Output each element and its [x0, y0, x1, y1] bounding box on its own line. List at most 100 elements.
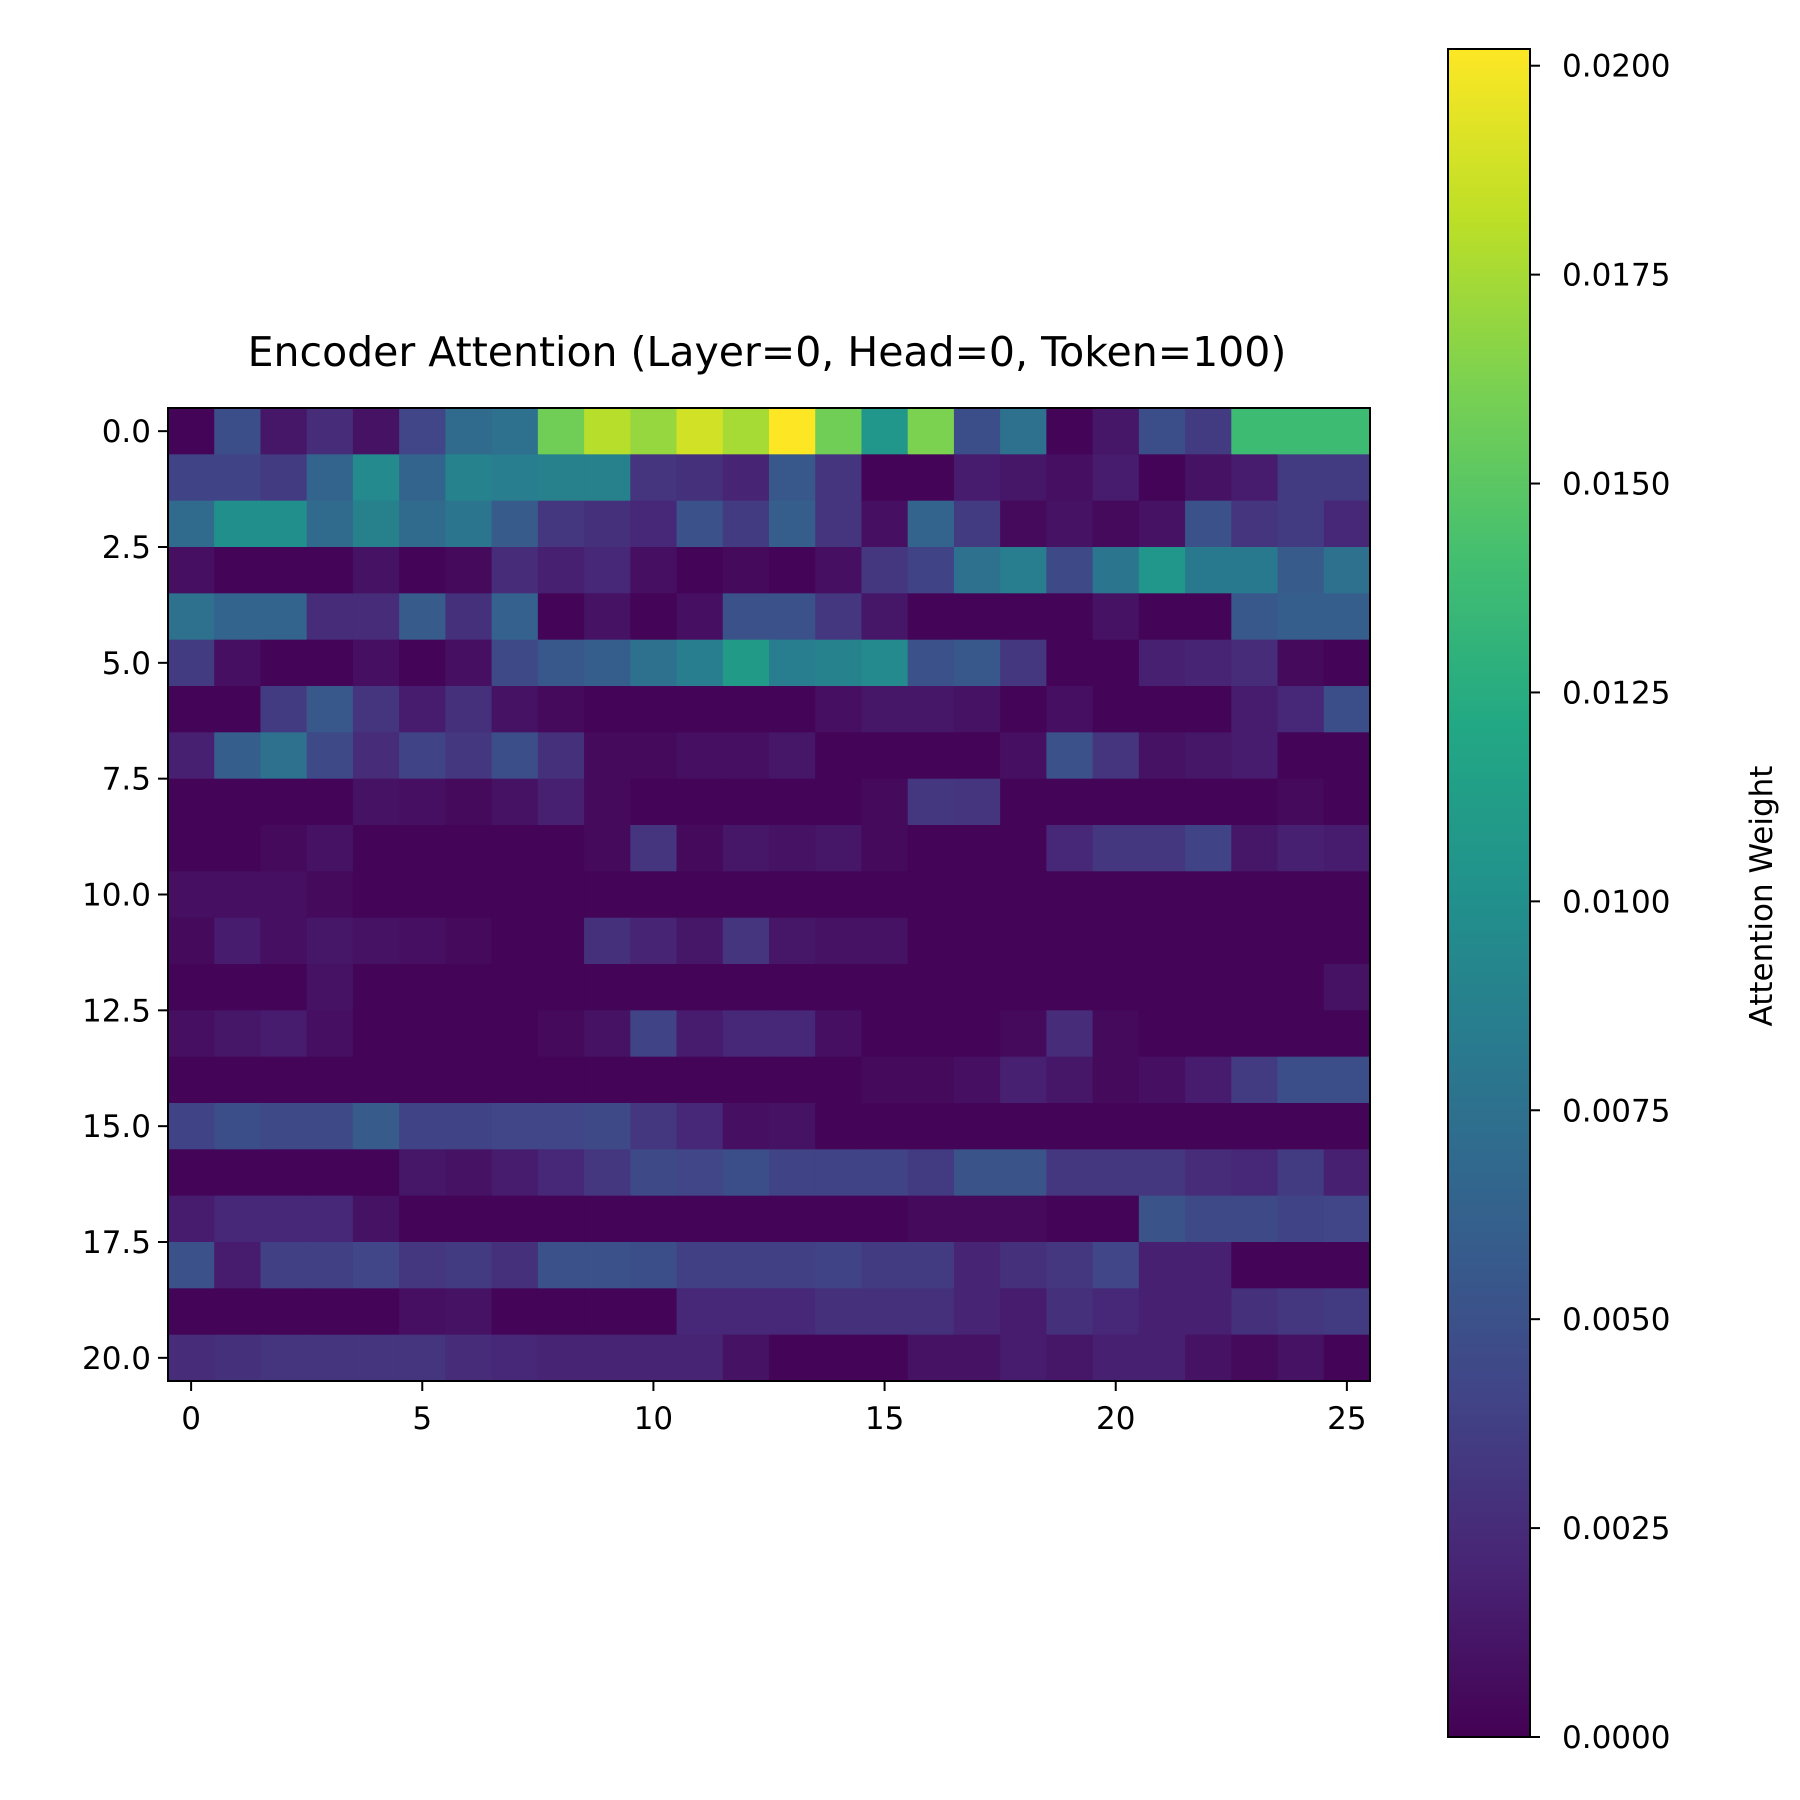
heatmap-cell [260, 639, 308, 687]
heatmap-cell [1138, 639, 1186, 687]
heatmap-cell [214, 1288, 262, 1336]
heatmap-cell [1231, 778, 1279, 826]
heatmap-cell [1092, 686, 1140, 733]
heatmap-cell [1000, 1334, 1047, 1382]
heatmap-cell [907, 408, 955, 455]
heatmap-cell [168, 686, 215, 733]
heatmap-cell [1277, 917, 1325, 965]
heatmap-cell [676, 639, 724, 687]
heatmap-cell [1046, 1010, 1094, 1058]
heatmap-cell [537, 1103, 585, 1150]
heatmap-cell [722, 593, 770, 641]
heatmap-cell [1138, 1010, 1186, 1058]
heatmap-cell [1046, 1195, 1094, 1243]
heatmap-cell [168, 1103, 215, 1150]
heatmap-cell [260, 1056, 308, 1104]
colorbar-tick-label: 0.0050 [1562, 1302, 1670, 1338]
heatmap-cell [584, 1103, 631, 1150]
heatmap-cell [953, 778, 1001, 826]
heatmap-cell [1000, 547, 1047, 594]
heatmap-cell [861, 825, 909, 872]
colorbar-tick-label: 0.0175 [1562, 258, 1670, 294]
heatmap-cell [953, 408, 1001, 455]
heatmap-cell [1277, 593, 1325, 641]
heatmap-cell [1231, 547, 1279, 594]
heatmap-cell [722, 732, 770, 780]
heatmap-cell [769, 686, 816, 733]
heatmap-cell [815, 964, 863, 1011]
heatmap-cell [260, 686, 308, 733]
heatmap-cell [769, 825, 816, 872]
heatmap-cell [630, 778, 678, 826]
heatmap-cell [168, 1242, 215, 1289]
heatmap-cell [260, 1195, 308, 1243]
heatmap-cell [168, 593, 215, 641]
heatmap-cell [399, 1334, 446, 1382]
heatmap-cell [676, 547, 724, 594]
heatmap-cell [815, 408, 863, 455]
heatmap-cell [352, 1056, 400, 1104]
heatmap-cell [1046, 1334, 1094, 1382]
heatmap-cell [584, 593, 631, 641]
heatmap-cell [537, 639, 585, 687]
heatmap-cell [630, 500, 678, 548]
heatmap-cell [306, 1103, 354, 1150]
heatmap-cell [676, 1010, 724, 1058]
heatmap-cell [491, 778, 539, 826]
heatmap-cell [260, 547, 308, 594]
colorbar-frame [1447, 48, 1531, 1738]
heatmap-cell [907, 917, 955, 965]
heatmap-cell [1277, 825, 1325, 872]
heatmap-cell [1231, 1010, 1279, 1058]
heatmap-cell [214, 1056, 262, 1104]
heatmap-cell [1185, 732, 1232, 780]
heatmap-cell [1046, 964, 1094, 1011]
y-tick-label: 0.0 [102, 414, 151, 450]
heatmap-cell [168, 1195, 215, 1243]
heatmap-cell [907, 547, 955, 594]
heatmap-cell [168, 408, 215, 455]
heatmap-cell [1185, 825, 1232, 872]
heatmap-cell [676, 500, 724, 548]
heatmap-cell [1185, 408, 1232, 455]
heatmap-cell [1092, 593, 1140, 641]
heatmap-cell [491, 1242, 539, 1289]
heatmap-cell [584, 1195, 631, 1243]
heatmap-cell [399, 454, 446, 502]
heatmap-cell [584, 500, 631, 548]
heatmap-cell [1323, 1103, 1371, 1150]
heatmap-cell [306, 686, 354, 733]
heatmap-cell [260, 917, 308, 965]
heatmap-cell [491, 1149, 539, 1197]
heatmap-cell [491, 500, 539, 548]
heatmap-cell [445, 593, 493, 641]
heatmap-cell [722, 917, 770, 965]
heatmap-cell [1046, 686, 1094, 733]
heatmap-cell [445, 454, 493, 502]
heatmap-cell [815, 500, 863, 548]
x-tick-label: 0 [181, 1401, 201, 1437]
heatmap-cell [722, 639, 770, 687]
heatmap-cell [1138, 871, 1186, 919]
heatmap-cell [1000, 1242, 1047, 1289]
heatmap-cell [445, 1334, 493, 1382]
heatmap-cell [1231, 454, 1279, 502]
heatmap-cell [352, 1103, 400, 1150]
heatmap-cell [537, 1334, 585, 1382]
heatmap-cell [769, 1149, 816, 1197]
heatmap-cell [861, 1242, 909, 1289]
heatmap-cell [445, 1195, 493, 1243]
heatmap-cell [352, 825, 400, 872]
chart-title: Encoder Attention (Layer=0, Head=0, Toke… [248, 328, 1287, 376]
heatmap-cell [769, 1195, 816, 1243]
y-tick-label: 20.0 [82, 1341, 151, 1377]
heatmap-cell [815, 1149, 863, 1197]
heatmap-cell [1138, 917, 1186, 965]
heatmap-cell [1000, 593, 1047, 641]
heatmap-cell [907, 639, 955, 687]
heatmap-cell [445, 1242, 493, 1289]
heatmap-cell [1323, 1288, 1371, 1336]
heatmap-cell [1138, 1288, 1186, 1336]
heatmap-cell [953, 732, 1001, 780]
heatmap-cell [584, 1288, 631, 1336]
